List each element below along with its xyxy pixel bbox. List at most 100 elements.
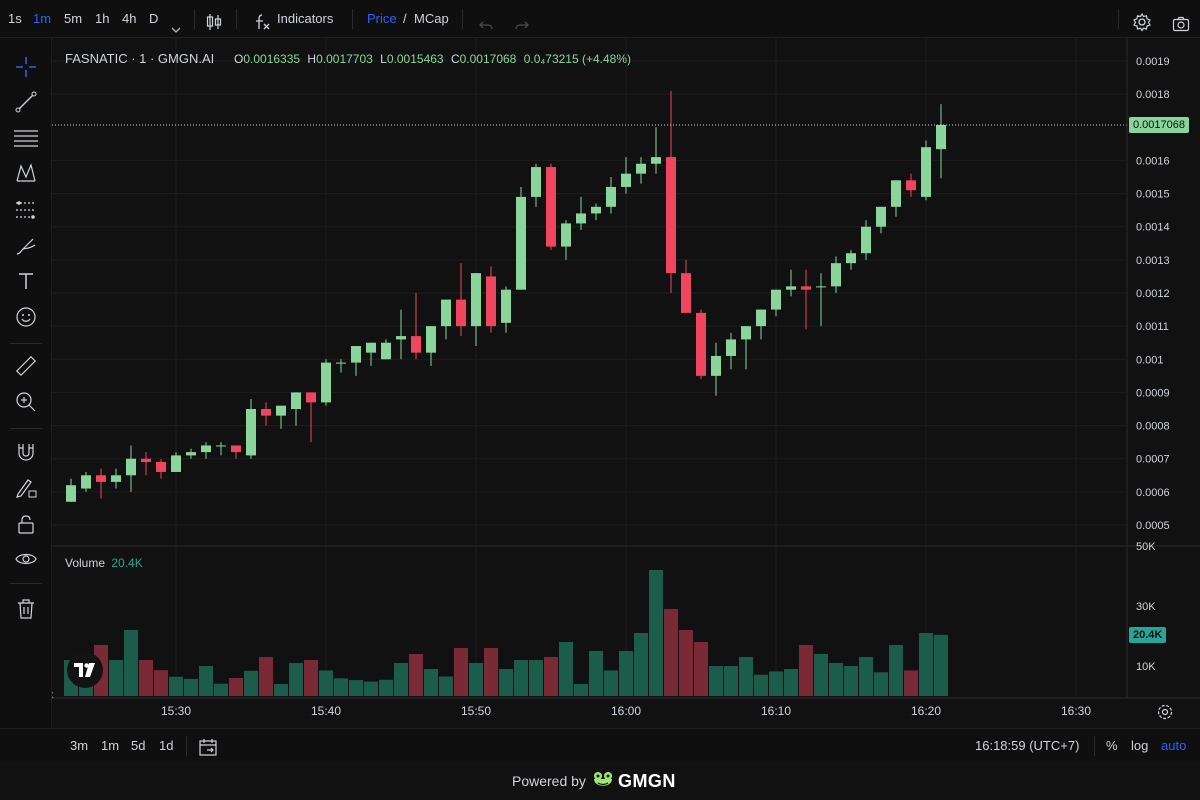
candle-body (156, 462, 166, 472)
trash-icon[interactable] (12, 595, 40, 623)
candle-body (711, 355, 721, 376)
clock[interactable]: 16:18:59 (UTC+7) (975, 738, 1080, 753)
candle-body (126, 458, 136, 476)
price-tick-label: 0.0016 (1136, 155, 1170, 167)
volume-bar (799, 645, 813, 696)
candles-icon[interactable] (204, 9, 224, 30)
fx-icon[interactable] (252, 9, 272, 30)
candle-body (141, 458, 151, 463)
volume-bar (559, 642, 573, 696)
candle-body (756, 309, 766, 327)
zoom-in-icon[interactable] (12, 388, 40, 416)
tradingview-logo[interactable] (67, 652, 103, 688)
crosshair-icon[interactable] (12, 53, 40, 81)
volume-bar (424, 669, 438, 696)
volume-bar (394, 663, 408, 696)
chart-grid (52, 38, 1127, 698)
volume-bar (124, 630, 138, 696)
volume-bar (499, 669, 513, 696)
redo-icon[interactable] (514, 11, 530, 30)
volume-bar (904, 670, 918, 696)
volume-bar (514, 660, 528, 696)
time-axis: 15:30 15:40 15:50 16:00 16:10 16:20 16:30 (161, 704, 1091, 718)
calendar-icon[interactable] (198, 736, 218, 756)
range-5d[interactable]: 5d (131, 738, 146, 753)
scroll-left-icon (49, 691, 54, 699)
eye-icon[interactable] (12, 545, 40, 573)
volume-bar (289, 663, 303, 696)
candle-body (186, 452, 196, 456)
lock-drawing-icon[interactable] (12, 474, 40, 502)
price-tick-label: 0.0006 (1136, 487, 1170, 499)
ruler-icon[interactable] (12, 352, 40, 380)
price-toggle[interactable]: Price (367, 11, 397, 26)
volume-bar (664, 609, 678, 696)
candle-body (651, 157, 661, 164)
volume-bar (304, 660, 318, 696)
drawing-toolbar (0, 38, 52, 728)
time-tick-label: 16:30 (1061, 704, 1091, 718)
gmgn-brand[interactable]: GMGN (617, 770, 676, 791)
candle-body (486, 276, 496, 327)
candle-body (876, 206, 886, 227)
brush-icon[interactable] (12, 232, 40, 260)
candle-body (441, 299, 451, 327)
time-axis-settings-icon[interactable] (1156, 703, 1174, 721)
candle-body (291, 392, 301, 409)
magnet-icon[interactable] (12, 438, 40, 466)
volume-tick-label: 30K (1136, 601, 1156, 613)
time-tick-label: 15:40 (311, 704, 341, 718)
volume-bar (139, 660, 153, 696)
interval-5m[interactable]: 5m (64, 11, 83, 26)
volume-bar (274, 684, 288, 696)
text-icon[interactable] (12, 267, 40, 295)
trend-line-icon[interactable] (12, 88, 40, 116)
interval-1s[interactable]: 1s (8, 11, 22, 26)
auto-toggle[interactable]: auto (1161, 738, 1187, 753)
mcap-toggle[interactable]: MCap (414, 11, 449, 26)
volume-bar (934, 634, 948, 696)
fib-retracement-icon[interactable] (12, 196, 40, 224)
percent-toggle[interactable]: % (1106, 738, 1118, 753)
range-1d[interactable]: 1d (159, 738, 174, 753)
interval-1m[interactable]: 1m (33, 11, 52, 26)
toolbar-divider (352, 9, 353, 29)
volume-bar (634, 633, 648, 696)
footer: Powered by GMGN (0, 762, 1200, 800)
candle-body (426, 326, 436, 353)
interval-4h[interactable]: 4h (122, 11, 137, 26)
volume-bar (319, 670, 333, 696)
indicators-button[interactable]: Indicators (277, 11, 334, 26)
volume-bar (379, 679, 393, 696)
candle-body (846, 253, 856, 264)
candle-body (231, 445, 241, 453)
candle-body (336, 362, 346, 364)
chevron-down-icon[interactable] (170, 13, 182, 33)
horizontal-lines-icon[interactable] (12, 124, 40, 152)
price-tick-label: 0.0018 (1136, 89, 1170, 101)
powered-by: Powered by GMGN (512, 762, 676, 800)
range-1m[interactable]: 1m (101, 738, 120, 753)
volume-legend: Volume 20.4K (65, 556, 143, 570)
volume-bar (244, 670, 258, 696)
candle-body (321, 362, 331, 403)
chart-area[interactable]: 0.0019 0.0018 0.0016 0.0015 0.0014 0.0013 0.00… (49, 38, 1200, 728)
gear-icon[interactable] (1132, 9, 1152, 32)
interval-d[interactable]: D (149, 11, 159, 26)
volume-axis: 50K 30K 10K (1136, 541, 1156, 673)
volume-bar (334, 678, 348, 696)
pattern-icon[interactable] (12, 159, 40, 187)
smiley-icon[interactable] (12, 303, 40, 331)
log-toggle[interactable]: log (1131, 738, 1149, 753)
camera-icon[interactable] (1172, 10, 1190, 32)
price-tick-label: 0.0011 (1136, 321, 1169, 333)
interval-1h[interactable]: 1h (95, 11, 110, 26)
candle-body (546, 167, 556, 247)
undo-icon[interactable] (478, 11, 494, 30)
range-3m[interactable]: 3m (70, 738, 89, 753)
volume-bar (829, 663, 843, 696)
candle-body (471, 273, 481, 327)
candle-body (636, 163, 646, 174)
candle-body (816, 286, 826, 288)
lock-icon[interactable] (12, 510, 40, 538)
